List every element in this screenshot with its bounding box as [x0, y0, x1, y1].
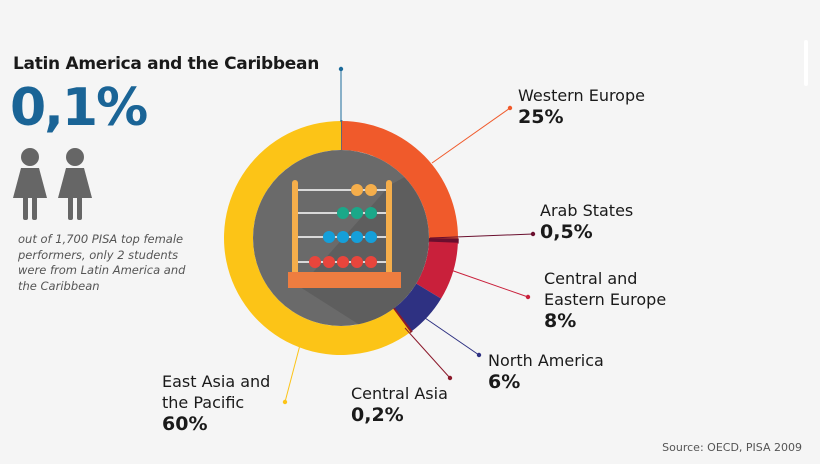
leader-dot	[282, 399, 288, 405]
female-student-icon	[32, 196, 37, 220]
abacus-bead	[323, 256, 335, 268]
leader-line	[404, 327, 451, 379]
abacus-bead	[365, 231, 377, 243]
female-student-icon	[21, 148, 39, 166]
label-text: Western Europe	[518, 86, 645, 105]
label-text: Eastern Europe	[544, 290, 667, 309]
leader-line	[429, 233, 534, 239]
label-central-asia: Central Asia 0,2%	[351, 383, 448, 426]
label-text: Central and	[544, 269, 638, 288]
leader-dot	[476, 352, 482, 358]
label-value: 0,2%	[351, 404, 404, 426]
label-western-europe: Western Europe 25%	[518, 85, 645, 128]
abacus-bead	[365, 256, 377, 268]
female-student-icon	[77, 196, 82, 220]
female-student-icon	[23, 196, 28, 220]
label-text: Arab States	[540, 201, 634, 220]
label-arab-states: Arab States 0,5%	[540, 200, 633, 243]
label-east-asia-pacific: East Asia and the Pacific 60%	[162, 371, 270, 435]
leader-dot	[447, 375, 453, 381]
abacus-bead	[351, 207, 363, 219]
highlight-title: Latin America and the Caribbean	[13, 54, 319, 74]
donut-slice	[416, 241, 458, 299]
donut-slice	[394, 283, 442, 332]
female-student-icon	[58, 168, 92, 198]
donut-slice	[341, 121, 459, 240]
abacus-icon	[386, 180, 392, 275]
abacus-bead	[337, 256, 349, 268]
abacus-bead	[351, 256, 363, 268]
leader-line	[444, 267, 529, 298]
label-text: North America	[488, 351, 604, 370]
label-value: 6%	[488, 371, 521, 393]
label-value: 8%	[544, 310, 577, 332]
female-student-icon	[66, 148, 84, 166]
abacus-bead	[309, 256, 321, 268]
abacus-bead	[351, 231, 363, 243]
abacus-bead	[337, 207, 349, 219]
leader-dot	[525, 294, 531, 300]
abacus-bead	[365, 207, 377, 219]
abacus-bead	[323, 231, 335, 243]
label-value: 25%	[518, 106, 564, 128]
label-value: 60%	[162, 413, 208, 435]
leader-dot	[338, 66, 344, 72]
label-north-america: North America 6%	[488, 350, 604, 393]
abacus-base	[288, 272, 401, 288]
source-note: Source: OECD, PISA 2009	[662, 441, 802, 454]
label-central-eastern-europe: Central and Eastern Europe 8%	[544, 268, 666, 332]
donut-slice	[223, 121, 411, 355]
highlight-value: 0,1%	[10, 78, 148, 138]
leader-line	[424, 317, 480, 356]
leader-dot	[530, 231, 536, 237]
highlight-description: out of 1,700 PISA top female performers,…	[18, 232, 186, 293]
abacus-bead	[337, 231, 349, 243]
label-text: East Asia and	[162, 372, 271, 391]
abacus-icon	[292, 180, 298, 275]
female-student-icon	[13, 168, 47, 198]
abacus-bead	[351, 184, 363, 196]
label-text: Central Asia	[351, 384, 448, 403]
label-value: 0,5%	[540, 221, 593, 243]
label-text: the Pacific	[162, 393, 245, 412]
scrollbar[interactable]	[804, 40, 808, 86]
female-student-icon	[68, 196, 73, 220]
abacus-bead	[365, 184, 377, 196]
leader-line	[431, 107, 511, 164]
leader-dot	[507, 105, 513, 111]
leader-line	[284, 344, 301, 403]
